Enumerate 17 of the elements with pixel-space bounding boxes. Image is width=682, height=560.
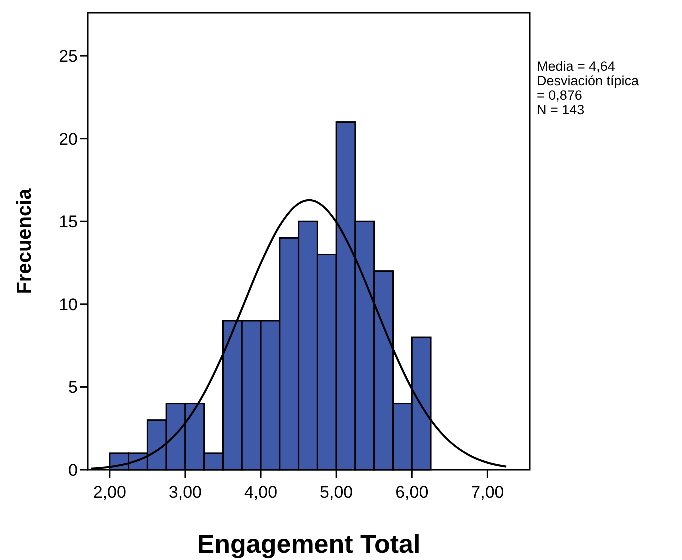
y-tick-label: 0 [68, 460, 78, 480]
y-tick-label: 15 [59, 212, 78, 232]
y-tick-label: 5 [68, 378, 78, 398]
text: Media = 4,64 [537, 59, 616, 74]
text: Desviación típica = 0,876 [537, 74, 640, 103]
x-tick-label: 7,00 [471, 483, 504, 502]
y-tick-label: 20 [59, 130, 78, 149]
x-tick-label: 2,00 [93, 483, 126, 502]
y-tick-label: 10 [59, 295, 78, 314]
x-tick-label: 3,00 [168, 483, 202, 502]
x-tick-label: 5,00 [320, 483, 354, 502]
x-tick-label: 4,00 [244, 483, 278, 502]
y-axis-title: Frecuencia [14, 188, 36, 294]
text: N = 143 [537, 102, 585, 118]
x-axis-title: Engagement Total [197, 529, 421, 559]
y-tick-label: 25 [59, 47, 78, 66]
x-tick-label: 6,00 [396, 483, 429, 502]
